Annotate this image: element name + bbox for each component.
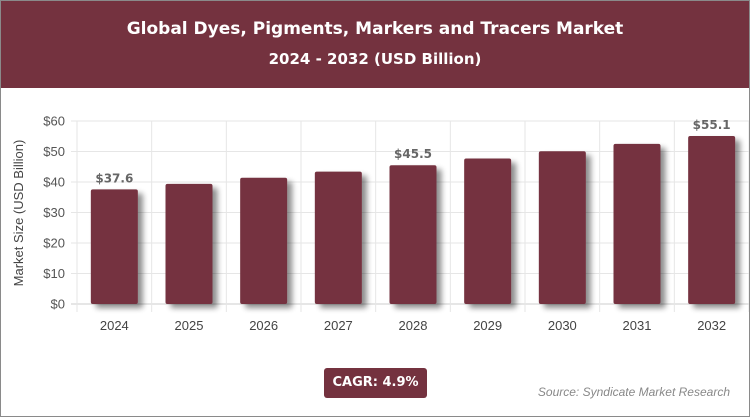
- data-label: $37.6: [95, 171, 133, 185]
- x-tick-label: 2032: [697, 318, 726, 333]
- title-banner: Global Dyes, Pigments, Markers and Trace…: [1, 1, 749, 88]
- x-tick-label: 2024: [100, 318, 129, 333]
- x-tick-label: 2028: [399, 318, 428, 333]
- x-tick-label: 2029: [473, 318, 502, 333]
- y-axis-label: Market Size (USD Billion): [11, 140, 26, 287]
- x-tick-label: 2030: [548, 318, 577, 333]
- bar-2031[interactable]: [613, 143, 661, 304]
- source-note: Source: Syndicate Market Research: [537, 385, 730, 399]
- bar-2028[interactable]: [389, 165, 437, 304]
- y-tick-label: $40: [43, 175, 65, 190]
- x-tick-label: 2025: [175, 318, 204, 333]
- bar-2032[interactable]: [688, 135, 736, 304]
- y-tick-label: $30: [43, 205, 65, 220]
- chart-title: Global Dyes, Pigments, Markers and Trace…: [126, 19, 624, 39]
- y-tick-label: $20: [43, 236, 65, 251]
- x-tick-label: 2027: [324, 318, 353, 333]
- y-tick-label: $10: [43, 266, 65, 281]
- y-tick-label: $50: [43, 144, 65, 159]
- y-tick-label: $60: [43, 114, 65, 129]
- bar-2026[interactable]: [240, 177, 288, 304]
- chart-subtitle: 2024 - 2032 (USD Billion): [268, 50, 482, 68]
- data-label: $45.5: [394, 147, 432, 161]
- bar-2025[interactable]: [165, 183, 213, 304]
- bar-2024[interactable]: [90, 189, 138, 304]
- cagr-badge: CAGR: 4.9%: [324, 368, 427, 398]
- bar-2027[interactable]: [314, 171, 362, 304]
- x-tick-label: 2031: [623, 318, 652, 333]
- x-tick-label: 2026: [249, 318, 278, 333]
- bar-2029[interactable]: [464, 158, 512, 304]
- data-label: $55.1: [693, 118, 731, 132]
- y-tick-label: $0: [51, 297, 65, 312]
- bar-2030[interactable]: [538, 151, 586, 304]
